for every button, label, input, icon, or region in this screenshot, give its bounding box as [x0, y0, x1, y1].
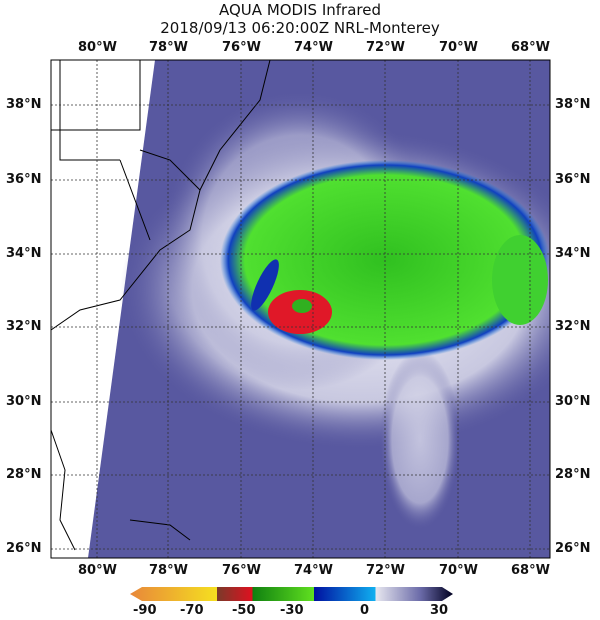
lat-label: 36°N [555, 172, 591, 187]
lat-label: 28°N [6, 467, 42, 482]
lon-label: 80°W [78, 40, 117, 55]
lat-label: 26°N [6, 541, 42, 556]
lat-label: 30°N [555, 394, 591, 409]
lon-label: 74°W [294, 40, 333, 55]
lat-label: 36°N [6, 172, 42, 187]
lon-label: 78°W [149, 563, 188, 578]
lat-label: 38°N [555, 97, 591, 112]
lat-label: 34°N [6, 246, 42, 261]
colorbar [130, 587, 453, 601]
colorbar-tick: -50 [232, 603, 256, 618]
colorbar-tick: -90 [133, 603, 157, 618]
colorbar-tick: -30 [280, 603, 304, 618]
lon-label: 68°W [511, 40, 550, 55]
lat-label: 28°N [555, 467, 591, 482]
lon-label: 74°W [294, 563, 333, 578]
lon-label: 76°W [222, 563, 261, 578]
lon-label: 72°W [366, 40, 405, 55]
colorbar-tick: 0 [360, 603, 370, 618]
lon-label: 72°W [366, 563, 405, 578]
map-title: AQUA MODIS Infrared [219, 1, 381, 19]
map-subtitle: 2018/09/13 06:20:00Z NRL-Monterey [160, 19, 440, 37]
colorbar-tick: -70 [180, 603, 204, 618]
coastline [51, 60, 271, 551]
colorbar-tick: 30 [430, 603, 449, 618]
lat-label: 26°N [555, 541, 591, 556]
lon-label: 70°W [439, 40, 478, 55]
lon-label: 68°W [511, 563, 550, 578]
lon-label: 70°W [439, 563, 478, 578]
lat-lon-grid [51, 60, 550, 558]
lat-label: 32°N [6, 319, 42, 334]
lon-label: 76°W [222, 40, 261, 55]
lon-label: 80°W [78, 563, 117, 578]
lat-label: 34°N [555, 246, 591, 261]
lat-label: 38°N [6, 97, 42, 112]
lat-label: 32°N [555, 319, 591, 334]
lat-label: 30°N [6, 394, 42, 409]
lon-label: 78°W [149, 40, 188, 55]
